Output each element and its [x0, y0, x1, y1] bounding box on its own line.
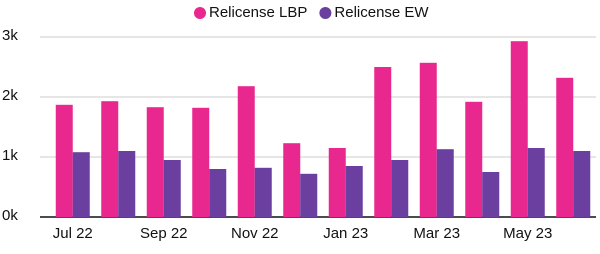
y-tick-label: 0k [2, 207, 18, 224]
x-tick-label: Jul 22 [53, 225, 93, 242]
bar [482, 172, 500, 217]
legend-marker [319, 7, 332, 19]
x-tick-label: Jan 23 [323, 225, 368, 242]
bar [556, 77, 574, 217]
legend-label: Relicense LBP [209, 4, 307, 21]
bar [573, 151, 591, 217]
bar [300, 173, 318, 217]
bar [328, 148, 346, 217]
x-tick-label: Nov 22 [231, 225, 279, 242]
x-tick-label: Mar 23 [413, 225, 460, 242]
y-tick-label: 3k [2, 27, 18, 44]
bar [254, 167, 272, 217]
bar [101, 101, 119, 217]
bar [527, 148, 545, 217]
bar [55, 104, 73, 217]
bar [146, 107, 164, 217]
y-tick-label: 1k [2, 147, 18, 164]
bar [465, 101, 483, 217]
bar [391, 160, 409, 217]
x-tick-label: May 23 [503, 225, 552, 242]
bar [237, 86, 255, 217]
bar [283, 143, 301, 217]
bar [374, 67, 392, 217]
legend-marker [194, 7, 206, 19]
bar [345, 166, 363, 217]
bar [419, 62, 437, 217]
bar [436, 149, 454, 217]
y-tick-label: 2k [2, 87, 18, 104]
x-tick-label: Sep 22 [140, 225, 188, 242]
bar [72, 152, 90, 217]
legend-label: Relicense EW [334, 4, 429, 21]
bar [163, 160, 181, 217]
bar [118, 151, 136, 217]
bar [209, 169, 227, 217]
bar [192, 107, 210, 217]
bar [510, 41, 528, 218]
